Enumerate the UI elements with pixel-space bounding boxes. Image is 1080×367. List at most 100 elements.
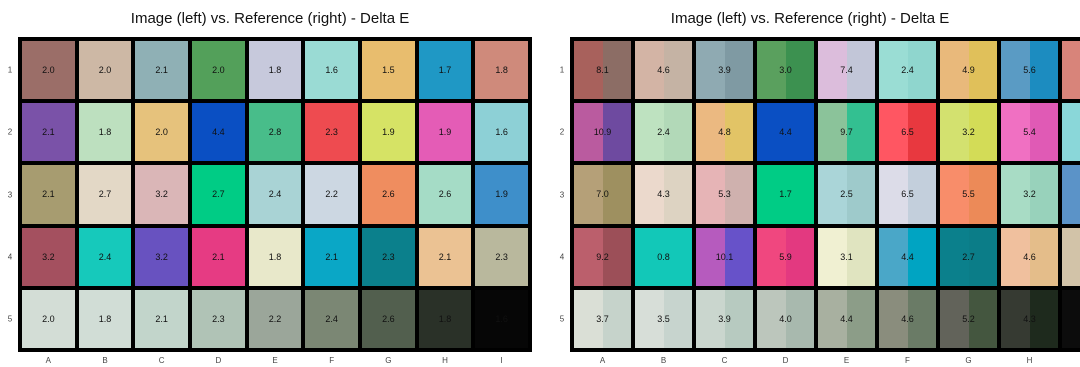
left-heatmap-cell: 1.8: [248, 41, 302, 100]
delta-e-value-label: 1.7: [438, 65, 452, 76]
cell-reference-swatch: [968, 41, 997, 100]
right-heatmap-cell: [1062, 289, 1080, 348]
cell-image-swatch: [248, 289, 275, 348]
column-label: D: [215, 356, 222, 365]
row-label: 1: [7, 65, 13, 75]
cell-image-swatch: [22, 165, 49, 224]
cell-image-swatch: [305, 103, 332, 162]
cell-reference-swatch: [724, 41, 753, 100]
cell-reference-swatch: [275, 165, 302, 224]
cell-image-swatch: [248, 165, 275, 224]
cell-image-swatch: [248, 41, 275, 100]
delta-e-value-label: 5.3: [718, 189, 731, 200]
delta-e-value-label: 2.2: [325, 189, 338, 200]
delta-e-value-label: 0.8: [657, 251, 670, 262]
delta-e-value-label: 1.9: [438, 127, 452, 138]
delta-e-value-label: 4.4: [212, 127, 225, 138]
cell-reference-swatch: [1029, 165, 1058, 224]
cell-reference-swatch: [785, 289, 814, 348]
delta-e-value-label: 7.4: [840, 65, 853, 76]
right-heatmap-cell: 3.0: [757, 41, 814, 100]
delta-e-value-label: 2.0: [98, 65, 112, 76]
cell-image-swatch: [879, 165, 908, 224]
cell-image-swatch: [574, 103, 603, 162]
cell-image-swatch: [757, 103, 786, 162]
cell-image-swatch: [192, 227, 219, 286]
cell-image-swatch: [22, 289, 49, 348]
cell-image-swatch: [696, 103, 725, 162]
delta-e-value-label: 1.8: [98, 127, 112, 138]
cell-reference-swatch: [105, 289, 132, 348]
cell-reference-swatch: [724, 289, 753, 348]
delta-e-value-label: 3.1: [840, 251, 853, 262]
left-heatmap-cell: 1.7: [418, 41, 472, 100]
delta-e-value-label: 2.1: [212, 251, 225, 262]
delta-e-value-label: 2.1: [438, 251, 452, 262]
cell-image-swatch: [696, 41, 725, 100]
delta-e-value-label: 2.4: [325, 313, 338, 324]
cell-image-swatch: [305, 165, 332, 224]
delta-e-value-label: 1.9: [495, 189, 508, 200]
cell-image-swatch: [818, 165, 847, 224]
delta-e-value-label: 3.5: [657, 313, 670, 324]
right-heatmap-cell: 5.4: [1001, 103, 1058, 162]
right-heatmap-cell: 3.5: [635, 289, 692, 348]
delta-e-value-label: 2.1: [42, 189, 55, 200]
cell-reference-swatch: [501, 227, 528, 286]
cell-reference-swatch: [388, 227, 415, 286]
delta-e-value-label: 9.2: [596, 251, 609, 262]
cell-reference-swatch: [968, 227, 997, 286]
left-heatmap-cell: 2.3: [362, 227, 415, 286]
cell-image-swatch: [879, 289, 908, 348]
delta-e-value-label: 4.3: [1023, 313, 1036, 324]
delta-e-value-label: 2.7: [98, 189, 112, 200]
left-heatmap-cell: 2.6: [362, 165, 415, 224]
right-heatmap-cell: 1.7: [757, 165, 814, 224]
left-chart-title: Image (left) vs. Reference (right) - Del…: [130, 10, 410, 27]
cell-image-swatch: [1062, 103, 1080, 162]
cell-image-swatch: [305, 227, 332, 286]
cell-image-swatch: [135, 289, 162, 348]
left-heatmap-cell: 1.5: [362, 41, 415, 100]
left-heatmap-cell: 1.6: [305, 41, 358, 100]
right-heatmap-cell: 5.5: [940, 165, 997, 224]
cell-image-swatch: [1001, 41, 1030, 100]
cell-image-swatch: [362, 165, 389, 224]
left-heatmap-cell: 2.4: [248, 165, 302, 224]
delta-e-value-label: 10.9: [593, 127, 612, 138]
delta-e-value-label: 2.1: [325, 251, 338, 262]
delta-e-value-label: 5.2: [962, 313, 975, 324]
cell-reference-swatch: [785, 103, 814, 162]
right-heatmap-cell: 3.9: [696, 289, 753, 348]
left-heatmap-cell: 1.9: [362, 103, 415, 162]
left-heatmap-cell: 2.7: [192, 165, 245, 224]
cell-image-swatch: [574, 227, 603, 286]
delta-e-value-label: 2.7: [962, 251, 975, 262]
delta-e-value-label: 2.1: [155, 65, 168, 76]
cell-reference-swatch: [105, 165, 132, 224]
left-heatmap-cell: 2.1: [22, 165, 75, 224]
cell-reference-swatch: [388, 289, 415, 348]
left-heatmap-cell: 2.3: [475, 227, 528, 286]
delta-e-value-label: 1.5: [382, 65, 395, 76]
cell-reference-swatch: [663, 41, 692, 100]
cell-reference-swatch: [275, 41, 302, 100]
cell-image-swatch: [818, 227, 847, 286]
cell-reference-swatch: [602, 165, 631, 224]
delta-e-value-label: 2.4: [901, 65, 914, 76]
left-heatmap-cell: 2.0: [22, 289, 75, 348]
right-heatmap-cell: 4.3: [635, 165, 692, 224]
delta-e-value-label: 2.6: [382, 313, 395, 324]
cell-reference-swatch: [968, 289, 997, 348]
right-heatmap-cell: 3.9: [696, 41, 753, 100]
left-heatmap-cell: 1.9: [475, 165, 528, 224]
delta-e-value-label: 4.9: [962, 65, 975, 76]
right-heatmap-cell: 0.8: [635, 227, 692, 286]
column-label: H: [1026, 356, 1033, 365]
cell-image-swatch: [635, 165, 664, 224]
column-label: G: [385, 356, 392, 365]
cell-image-swatch: [135, 41, 162, 100]
cell-image-swatch: [78, 41, 105, 100]
delta-e-value-label: 4.6: [1023, 251, 1036, 262]
cell-image-swatch: [78, 227, 105, 286]
